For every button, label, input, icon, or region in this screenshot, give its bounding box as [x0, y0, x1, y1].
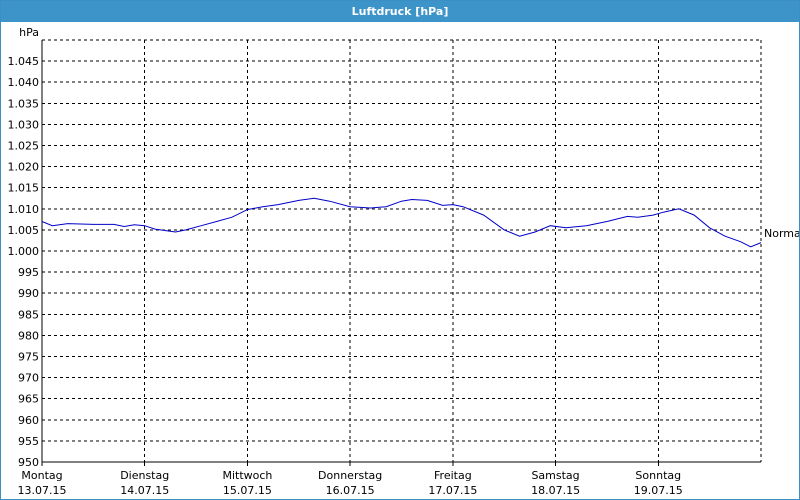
x-tick-date: 17.07.15 [428, 484, 477, 497]
y-tick-label: 1.015 [8, 182, 40, 195]
y-tick-label: 1.010 [8, 203, 40, 216]
x-tick-weekday: Samstag [531, 469, 579, 482]
x-tick-weekday: Montag [21, 469, 62, 482]
pressure-chart: 950 955 960 965 970 975 980 985 990 995 1.000 1.005… [8, 26, 800, 497]
grid [42, 39, 762, 462]
x-tick-date: 19.07.15 [634, 484, 683, 497]
y-tick-label: 990 [18, 287, 39, 300]
pressure-series-line [41, 197, 762, 248]
y-tick-label: 985 [18, 308, 39, 321]
y-tick-labels: 950 955 960 965 970 975 980 985 990 995 1.000 1.005… [8, 55, 40, 469]
y-tick-label: 955 [18, 435, 39, 448]
y-tick-label: 1.020 [8, 161, 40, 174]
series [41, 197, 762, 248]
x-tick-weekday: Mittwoch [222, 469, 272, 482]
y-tick-label: 960 [18, 414, 39, 427]
x-tick-labels: Montag 13.07.15 Dienstag 14.07.15 Mittwoch 15… [18, 469, 683, 497]
y-tick-label: 975 [18, 351, 39, 364]
x-tick-date: 14.07.15 [120, 484, 169, 497]
y-tick-label: 965 [18, 393, 39, 406]
y-tick-label: 950 [18, 456, 39, 469]
y-tick-label: 1.040 [8, 76, 40, 89]
y-tick-label: 1.030 [8, 118, 40, 131]
x-tick-date: 15.07.15 [223, 484, 272, 497]
y-tick-label: 995 [18, 266, 39, 279]
y-tick-label: 1.045 [8, 55, 40, 68]
x-tick-date: 13.07.15 [18, 484, 67, 497]
y-tick-label: 1.000 [8, 245, 40, 258]
window-title: Luftdruck [hPa] [1, 1, 799, 22]
y-tick-label: 970 [18, 372, 39, 385]
axes [41, 40, 761, 466]
y-tick-label: 1.025 [8, 140, 40, 153]
y-tick-label: 1.005 [8, 224, 40, 237]
x-tick-weekday: Sonntag [635, 469, 681, 482]
y-tick-label: 980 [18, 329, 39, 342]
x-tick-date: 18.07.15 [531, 484, 580, 497]
y-tick-label: 1.035 [8, 97, 40, 110]
x-tick-weekday: Freitag [434, 469, 472, 482]
y-axis-label: hPa [19, 26, 39, 39]
x-tick-date: 16.07.15 [326, 484, 375, 497]
normal-annotation: Normal [764, 227, 799, 240]
x-tick-weekday: Dienstag [120, 469, 169, 482]
x-tick-weekday: Donnerstag [318, 469, 382, 482]
